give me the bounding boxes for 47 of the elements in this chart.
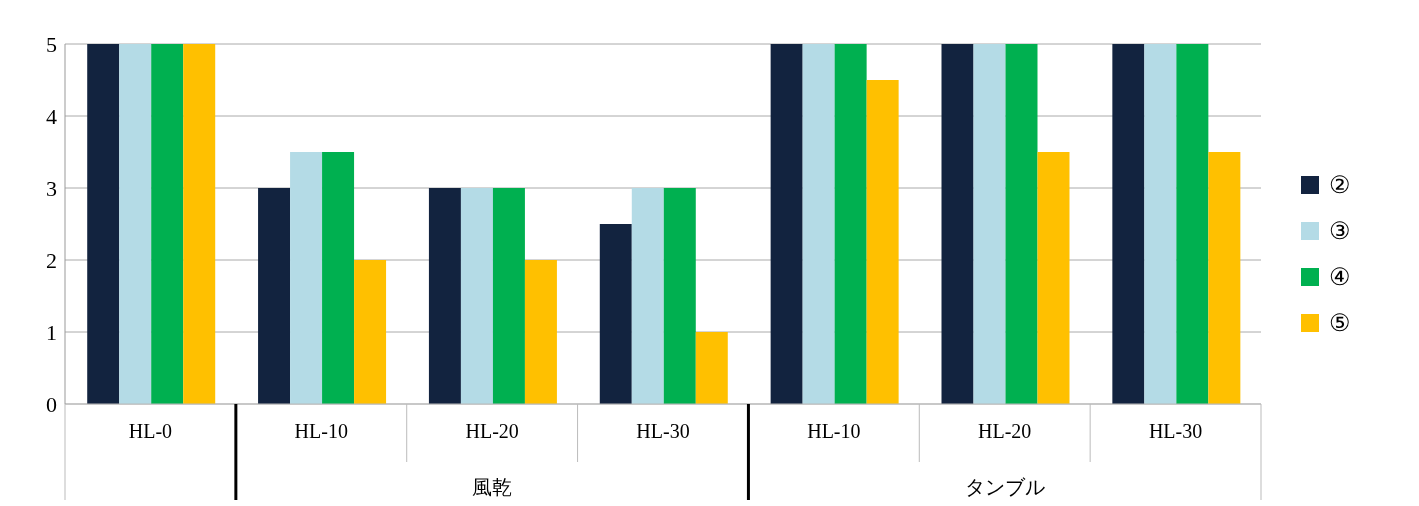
bar xyxy=(866,80,899,404)
bar xyxy=(290,152,323,404)
legend-label: ⑤ xyxy=(1329,309,1351,337)
bar xyxy=(460,188,493,404)
x-tick-label: HL-0 xyxy=(128,420,173,442)
bar xyxy=(428,188,461,404)
bar xyxy=(599,224,632,404)
x-tick-label: HL-20 xyxy=(465,420,519,442)
x-tick-label: HL-30 xyxy=(636,420,690,442)
bar xyxy=(492,188,525,404)
bar xyxy=(663,188,696,404)
y-tick-label: 5 xyxy=(46,31,57,57)
x-tick-label: HL-20 xyxy=(978,420,1032,442)
legend-label: ③ xyxy=(1329,217,1351,245)
x-tick-label: HL-10 xyxy=(807,420,861,442)
y-tick-label: 3 xyxy=(46,175,57,201)
x-tick-label: HL-30 xyxy=(1148,420,1203,442)
bar xyxy=(941,44,974,404)
y-tick-label: 4 xyxy=(46,103,57,129)
bar xyxy=(87,44,120,404)
bar xyxy=(802,44,835,404)
bar xyxy=(1037,152,1070,404)
bar xyxy=(322,152,355,404)
legend-label: ② xyxy=(1329,171,1351,199)
bar xyxy=(973,44,1006,404)
y-tick-label: 0 xyxy=(46,391,57,417)
bar xyxy=(354,260,387,404)
bar xyxy=(119,44,152,404)
legend-label: ④ xyxy=(1329,263,1351,291)
bar xyxy=(1144,44,1177,404)
bar xyxy=(1176,44,1209,404)
bar xyxy=(258,188,291,404)
bar xyxy=(183,44,216,404)
bar xyxy=(1208,152,1241,404)
bar xyxy=(631,188,664,404)
x-tick-label: HL-10 xyxy=(294,420,348,442)
text: 風乾 xyxy=(472,476,513,498)
bar xyxy=(770,44,803,404)
bar xyxy=(151,44,184,404)
bar xyxy=(524,260,557,404)
bar xyxy=(834,44,867,404)
bar xyxy=(1005,44,1038,404)
text: タンブル xyxy=(964,476,1045,498)
y-tick-label: 1 xyxy=(46,319,57,345)
bar xyxy=(695,332,728,404)
y-tick-label: 2 xyxy=(46,247,57,273)
bar xyxy=(1112,44,1145,404)
